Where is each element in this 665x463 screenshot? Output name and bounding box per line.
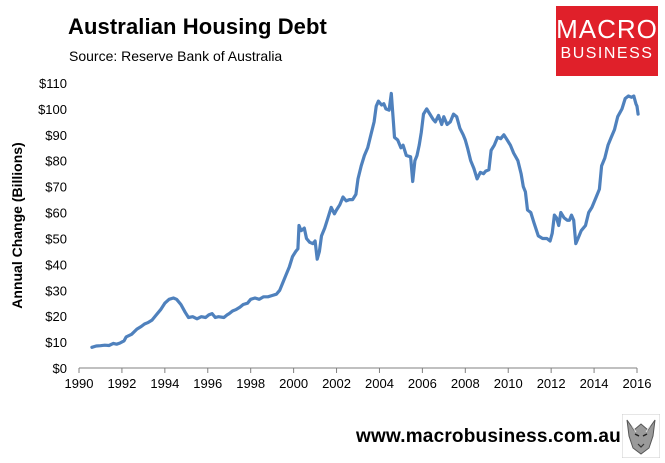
x-tick-label: 2016 [623,376,652,391]
x-tick-label: 2014 [580,376,609,391]
x-tick-label: 2002 [322,376,351,391]
y-tick-label: $60 [45,206,67,221]
x-tick-label: 2008 [451,376,480,391]
macrobusiness-logo[interactable]: MACRO BUSINESS [556,6,658,76]
logo-line-business: BUSINESS [560,45,654,62]
wolf-icon [622,414,660,458]
logo-line-macro: MACRO [556,14,658,44]
y-tick-label: $70 [45,180,67,195]
chart-subtitle: Source: Reserve Bank of Australia [69,48,283,64]
x-tick-label: 2004 [365,376,394,391]
y-axis-label: Annual Change (Billions) [9,142,25,308]
x-tick-label: 2012 [537,376,566,391]
x-tick-label: 2006 [408,376,437,391]
x-tick-label: 2010 [494,376,523,391]
y-tick-label: $10 [45,335,67,350]
x-tick-label: 1998 [236,376,265,391]
footer-url[interactable]: www.macrobusiness.com.au [356,426,621,447]
x-tick-label: 2000 [279,376,308,391]
y-tick-label: $110 [39,76,67,91]
x-tick-label: 1992 [107,376,136,391]
x-tick-label: 1994 [150,376,179,391]
y-tick-label: $50 [45,231,67,246]
y-tick-label: $100 [38,102,67,117]
y-tick-label: $80 [45,154,67,169]
series-line-0 [90,91,640,349]
y-tick-label: $40 [45,257,67,272]
y-tick-label: $90 [45,128,67,143]
y-tick-label: $20 [45,309,67,324]
chart-title: Australian Housing Debt [68,14,327,39]
x-tick-label: 1990 [65,376,94,391]
y-tick-label: $30 [45,283,67,298]
x-tick-label: 1996 [193,376,222,391]
y-tick-label: $0 [53,361,67,376]
